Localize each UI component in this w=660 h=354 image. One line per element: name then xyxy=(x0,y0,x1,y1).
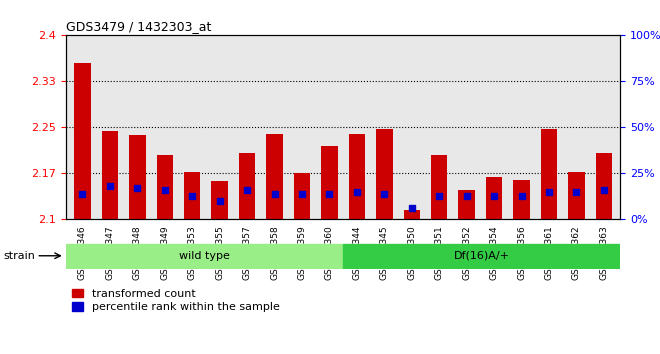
Bar xyxy=(459,190,475,219)
Bar xyxy=(403,210,420,219)
Bar xyxy=(129,135,146,219)
Bar xyxy=(568,172,585,219)
Bar xyxy=(486,177,502,219)
Bar xyxy=(239,153,255,219)
Bar xyxy=(66,244,343,268)
Text: GDS3479 / 1432303_at: GDS3479 / 1432303_at xyxy=(66,20,211,33)
Legend: transformed count, percentile rank within the sample: transformed count, percentile rank withi… xyxy=(71,289,279,312)
Bar xyxy=(267,133,283,219)
Bar xyxy=(156,155,173,219)
Text: strain: strain xyxy=(3,251,35,261)
Bar xyxy=(102,131,118,219)
Bar xyxy=(431,155,447,219)
Bar xyxy=(294,173,310,219)
Bar xyxy=(343,244,620,268)
Bar xyxy=(211,181,228,219)
Bar xyxy=(541,129,557,219)
Bar xyxy=(596,153,612,219)
Bar xyxy=(184,172,201,219)
Bar xyxy=(321,146,338,219)
Bar xyxy=(513,179,530,219)
Bar xyxy=(376,129,393,219)
Text: Df(16)A/+: Df(16)A/+ xyxy=(454,251,510,261)
Bar xyxy=(348,133,365,219)
Bar xyxy=(74,63,90,219)
Text: wild type: wild type xyxy=(179,251,230,261)
